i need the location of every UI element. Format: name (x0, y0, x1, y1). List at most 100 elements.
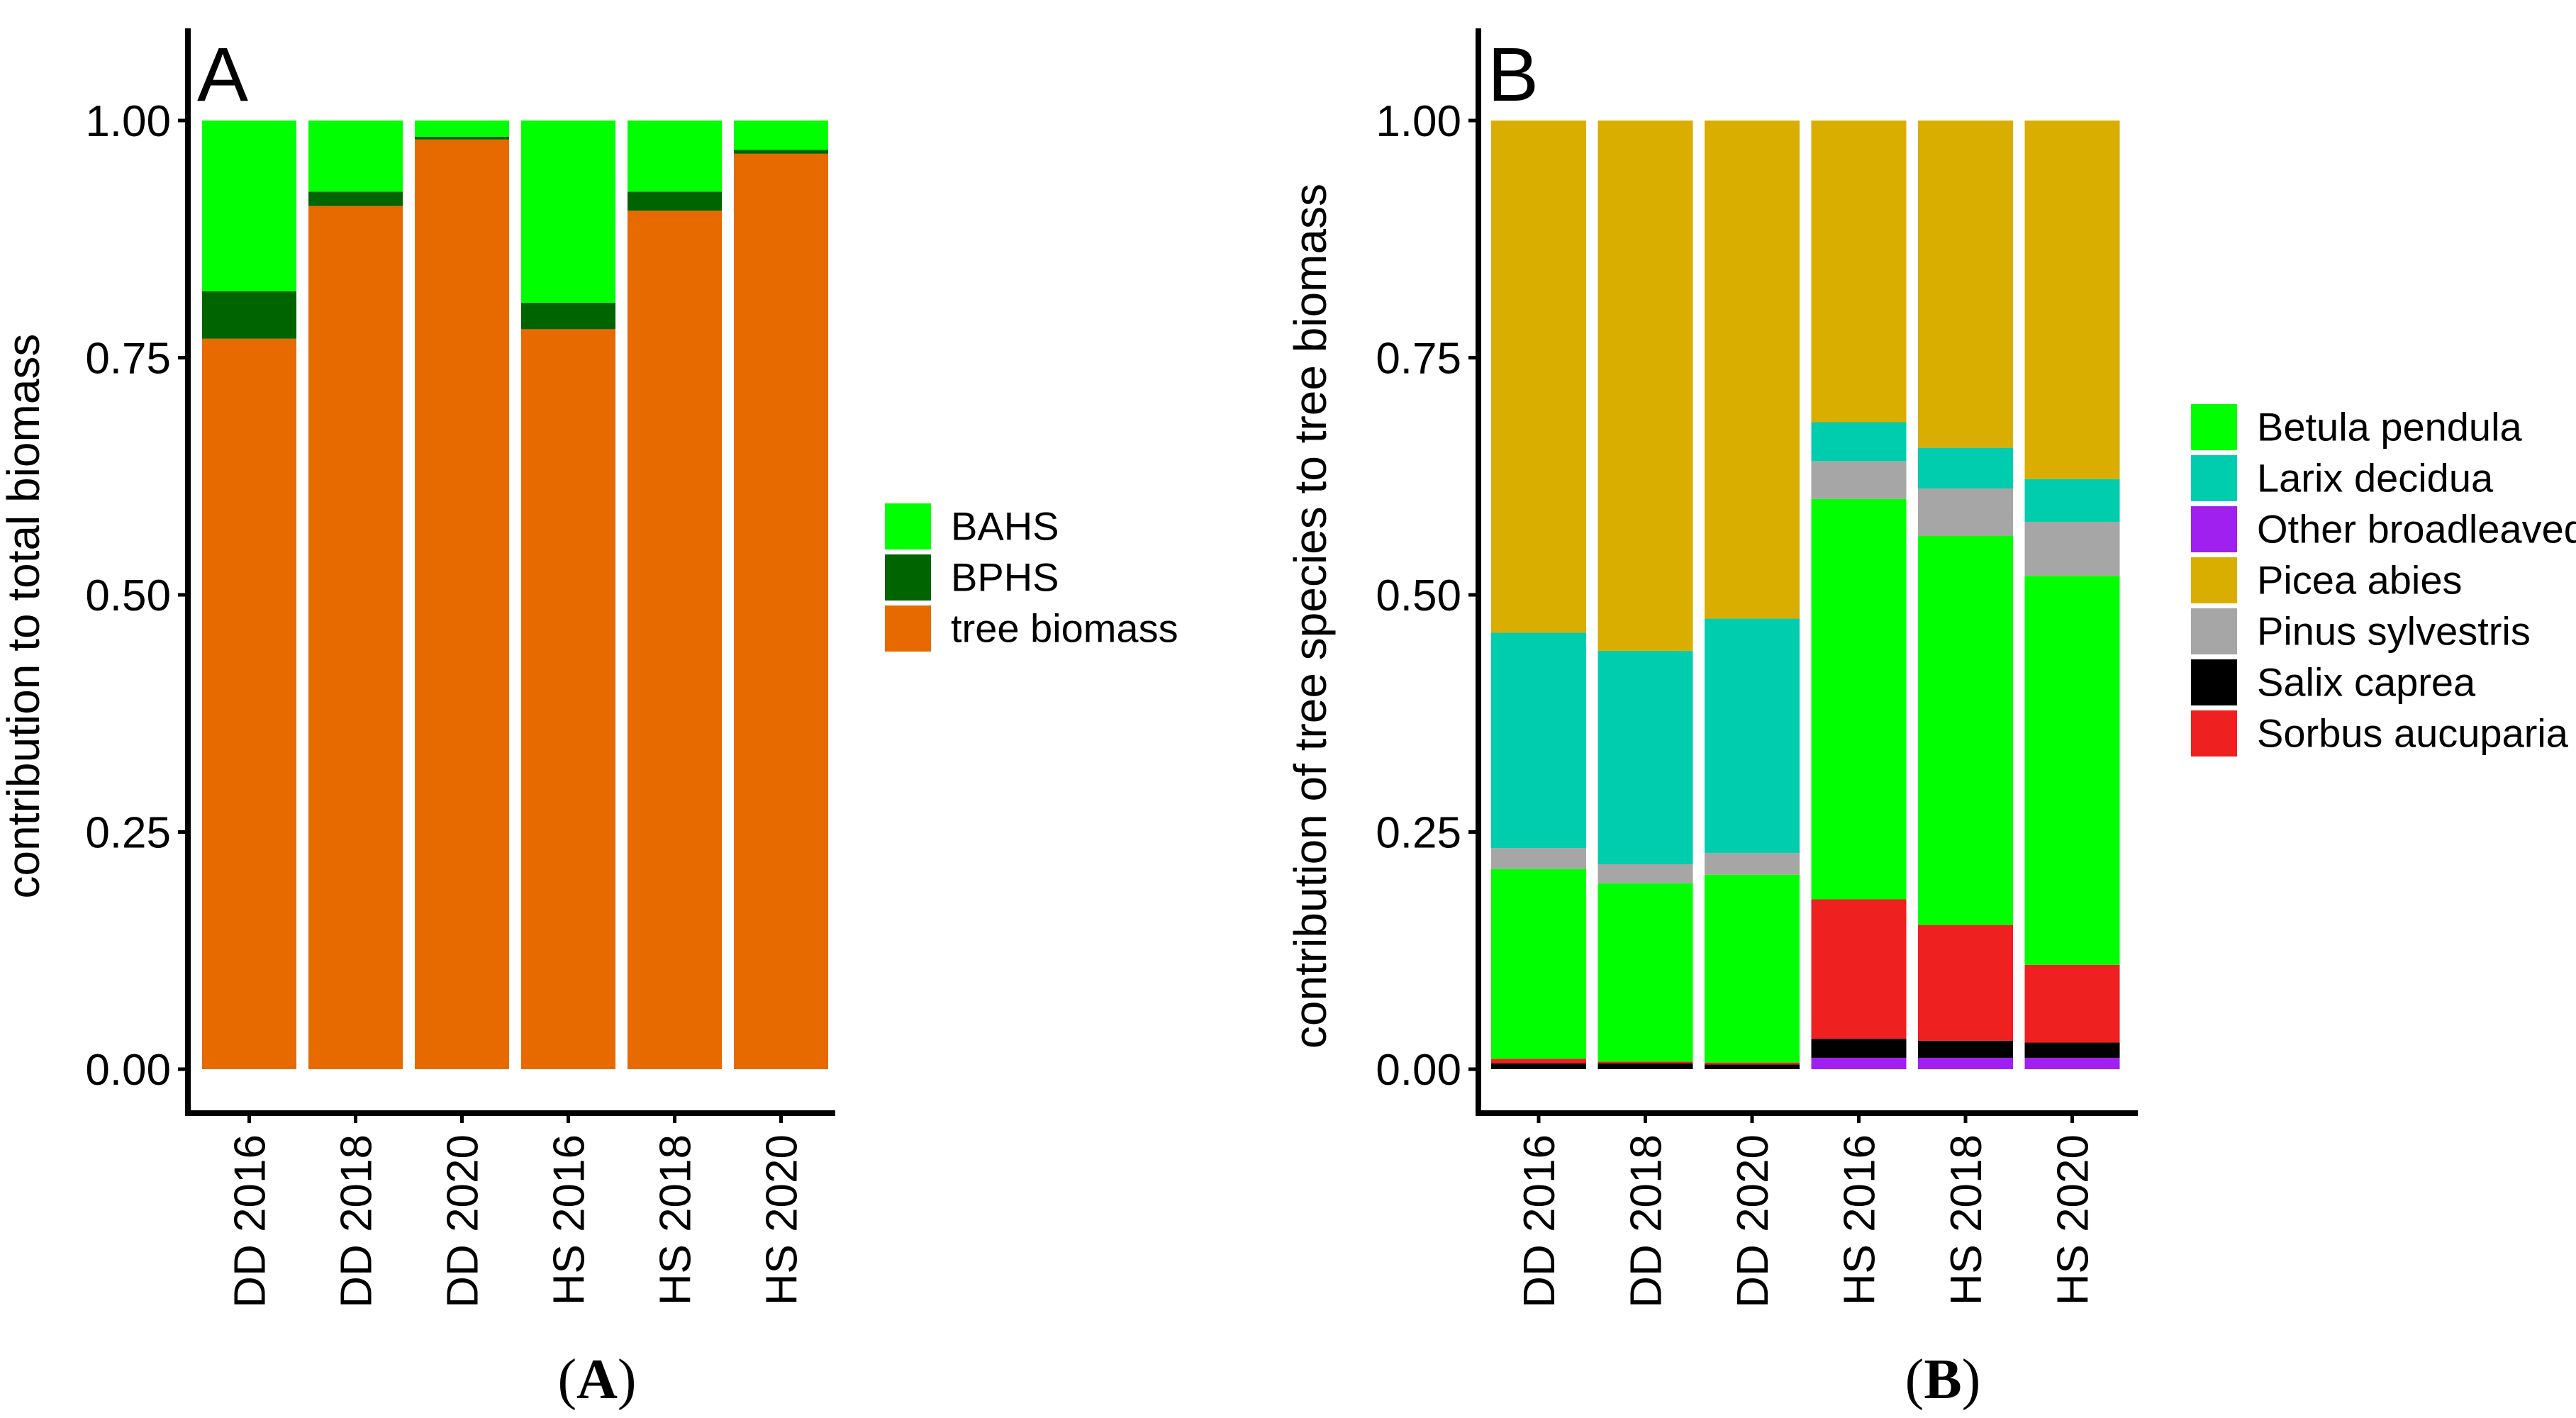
panel-b-bar-dd-2016-larix-decidua (1491, 632, 1586, 849)
panel-b-bar-hs-2016-salix-caprea (1811, 1039, 1907, 1058)
panel-a-bar-dd-2016-tree-biomass (202, 338, 296, 1069)
panel-a-bar-hs-2018-bphs (628, 191, 722, 211)
panel-b-x-tick-label-hs-2018: HS 2018 (1942, 1134, 1991, 1305)
panel-b-bar-dd-2016-pinus-sylvestris (1491, 848, 1586, 869)
panel-b-x-tick-label-dd-2020: DD 2020 (1729, 1134, 1778, 1308)
panel-b-bar-hs-2018-sorbus-aucuparia (1918, 925, 2013, 1041)
panel-a-bar-hs-2016-bahs (521, 121, 615, 303)
panel-b-y-tick-label-0-00: 0.00 (1376, 1046, 1461, 1095)
panel-a-bar-hs-2018-bahs (628, 121, 722, 192)
panel-b-bar-dd-2020-sorbus-aucuparia (1705, 1062, 1800, 1065)
panel-b-panel-letter: B (1488, 31, 1539, 117)
panel-b-legend-swatch-larix-decidua (2191, 455, 2237, 501)
panel-b-bar-hs-2018-pinus-sylvestris (1918, 489, 2013, 537)
panel-a-bar-hs-2020-tree-biomass (734, 153, 828, 1070)
panel-a-bar-hs-2016-tree-biomass (521, 329, 615, 1069)
panel-a-x-tick-label-hs-2018: HS 2018 (652, 1134, 701, 1305)
panel-b-legend-swatch-sorbus-aucuparia (2191, 710, 2237, 757)
panel-a-y-tick-label-0-00: 0.00 (85, 1046, 171, 1095)
panel-a-panel-letter: A (197, 31, 248, 117)
panel-b-legend-label-salix-caprea: Salix caprea (2257, 660, 2476, 705)
panel-b-bar-dd-2018-betula-pendula (1598, 883, 1693, 1062)
panel-b-bar-dd-2016-betula-pendula (1491, 869, 1586, 1059)
panel-b-bar-dd-2020-salix-caprea (1705, 1064, 1800, 1069)
panel-b-legend-label-larix-decidua: Larix decidua (2257, 456, 2494, 501)
panel-a-bar-dd-2020-bahs (415, 121, 509, 137)
panel-b-bar-dd-2018-larix-decidua (1598, 650, 1693, 864)
panel-b-bar-hs-2018-picea-abies (1918, 121, 2013, 448)
chart-panel-b: DD 2016 DD 2018 DD 2020 HS 2016 HS 2018 HS 20… (1285, 28, 2576, 1411)
panel-a-y-tick-label-0-25: 0.25 (85, 809, 171, 858)
panel-a-bar-hs-2016-bphs (521, 302, 615, 330)
panel-a-y-tick-label-1-00: 1.00 (85, 97, 171, 146)
panel-a-bar-dd-2018-bahs (308, 121, 403, 192)
panel-a-x-tick-label-dd-2018: DD 2018 (333, 1134, 381, 1308)
panel-a-bar-hs-2020-bahs (734, 121, 828, 150)
panel-b-x-tick-label-hs-2020: HS 2020 (2049, 1134, 2098, 1305)
panel-b-legend-label-sorbus-aucuparia: Sorbus aucuparia (2257, 711, 2569, 756)
panel-b-y-tick-label-0-75: 0.75 (1376, 335, 1461, 384)
panel-a-caption: (A) (557, 1349, 636, 1411)
panel-b-legend-label-pinus-sylvestris: Pinus sylvestris (2257, 609, 2531, 654)
panel-a-bar-dd-2018-tree-biomass (308, 206, 403, 1069)
panel-b-bar-hs-2020-picea-abies (2024, 121, 2120, 479)
panel-b-bar-hs-2020-betula-pendula (2024, 576, 2120, 965)
panel-b-bar-hs-2020-salix-caprea (2024, 1042, 2120, 1058)
panel-b-legend-swatch-pinus-sylvestris (2191, 608, 2237, 654)
panel-a-x-tick-label-hs-2020: HS 2020 (758, 1134, 807, 1305)
panel-b-bar-hs-2016-sorbus-aucuparia (1811, 899, 1907, 1039)
panel-b-x-tick-label-dd-2018: DD 2018 (1622, 1134, 1671, 1308)
panel-a-bar-dd-2016-bphs (202, 291, 296, 339)
panel-a-legend-label-tree-biomass: tree biomass (951, 606, 1178, 651)
panel-a-bar-dd-2020-tree-biomass (415, 139, 509, 1069)
panel-b-bar-hs-2018-other-broadleaved (1918, 1057, 2013, 1069)
panel-b-bar-hs-2016-picea-abies (1811, 121, 1907, 423)
panel-b-caption: (B) (1905, 1349, 1981, 1411)
panel-b-bar-dd-2020-picea-abies (1705, 121, 1800, 619)
panel-b-legend-label-picea-abies: Picea abies (2257, 558, 2463, 603)
panel-a-bar-dd-2020-bphs (415, 136, 509, 140)
panel-b-legend-swatch-salix-caprea (2191, 659, 2237, 705)
panel-b-bar-hs-2016-pinus-sylvestris (1811, 461, 1907, 499)
panel-a-legend-label-bphs: BPHS (951, 555, 1059, 600)
panel-b-y-tick-label-0-25: 0.25 (1376, 809, 1461, 858)
panel-b-bar-dd-2016-picea-abies (1491, 121, 1586, 633)
panel-a-y-axis-title: contribution to total biomass (0, 334, 49, 899)
panel-b-bar-hs-2018-salix-caprea (1918, 1040, 2013, 1058)
panel-b-bar-hs-2020-sorbus-aucuparia (2024, 964, 2120, 1043)
panel-b-bar-dd-2018-picea-abies (1598, 121, 1693, 651)
panel-b-bar-hs-2016-other-broadleaved (1811, 1057, 1907, 1069)
panel-b-bar-hs-2018-betula-pendula (1918, 536, 2013, 925)
panel-b-y-tick-label-0-50: 0.50 (1376, 571, 1461, 620)
panel-a-legend-swatch-tree-biomass (885, 605, 931, 652)
panel-b-bar-hs-2020-pinus-sylvestris (2024, 521, 2120, 576)
panel-b-bar-dd-2020-betula-pendula (1705, 874, 1800, 1063)
panel-a-y-tick-label-0-75: 0.75 (85, 335, 171, 384)
panel-b-legend-swatch-betula-pendula (2191, 404, 2237, 450)
panel-a-x-tick-label-dd-2020: DD 2020 (439, 1134, 488, 1308)
chart-panel-a: DD 2016 DD 2018 DD 2020 HS 2016 HS 2018 HS 20… (0, 28, 1178, 1411)
panel-b-x-tick-label-hs-2016: HS 2016 (1836, 1134, 1885, 1305)
panel-b-bar-hs-2016-larix-decidua (1811, 422, 1907, 462)
panel-b-bar-dd-2018-salix-caprea (1598, 1063, 1693, 1069)
panel-b-bar-dd-2020-larix-decidua (1705, 618, 1800, 853)
panel-a-bar-dd-2016-bahs (202, 121, 296, 291)
panel-b-bar-dd-2018-pinus-sylvestris (1598, 864, 1693, 883)
panel-a-bar-hs-2020-bphs (734, 150, 828, 154)
panel-a-legend-swatch-bahs (885, 503, 931, 549)
panel-a-y-tick-label-0-50: 0.50 (85, 571, 171, 620)
panel-b-y-axis-title: contribution of tree species to tree bio… (1285, 184, 1336, 1049)
panel-b-legend-label-betula-pendula: Betula pendula (2257, 405, 2523, 450)
panel-b-x-tick-label-dd-2016: DD 2016 (1515, 1134, 1564, 1308)
panel-b-bar-hs-2020-larix-decidua (2024, 479, 2120, 522)
panel-a-x-tick-label-hs-2016: HS 2016 (545, 1134, 594, 1305)
panel-b-legend-label-other-broadleaved: Other broadleaved (2257, 507, 2576, 552)
panel-b-y-tick-label-1-00: 1.00 (1376, 97, 1461, 146)
panel-b-bar-dd-2016-sorbus-aucuparia (1491, 1059, 1586, 1064)
panel-b-bar-dd-2018-sorbus-aucuparia (1598, 1061, 1693, 1064)
panel-b-legend-swatch-other-broadleaved (2191, 506, 2237, 552)
panel-b-bar-hs-2020-other-broadleaved (2024, 1057, 2120, 1069)
panel-a-legend-label-bahs: BAHS (951, 504, 1059, 549)
panel-a-legend-swatch-bphs (885, 554, 931, 601)
panel-b-bar-dd-2020-pinus-sylvestris (1705, 852, 1800, 875)
